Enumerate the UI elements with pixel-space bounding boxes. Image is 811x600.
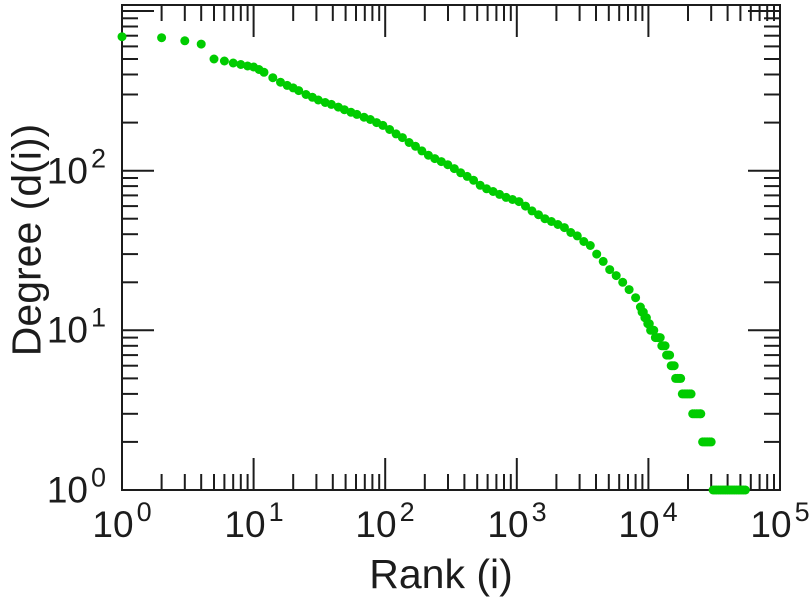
tick-base: 10 (46, 469, 88, 511)
data-point (676, 373, 686, 383)
tick-base: 10 (46, 150, 88, 192)
y-tick-label: 10 0 (0, 464, 106, 511)
y-tick-label: 10 1 (0, 304, 106, 351)
data-point (219, 56, 229, 66)
data-point (469, 175, 479, 185)
tick-base: 10 (224, 504, 266, 545)
tick-exponent: 4 (662, 497, 678, 527)
data-point (397, 133, 407, 143)
data-point (740, 485, 750, 495)
x-axis-ticks (121, 5, 781, 490)
y-axis-title: Degree (d(i)) (3, 123, 50, 357)
data-point (117, 32, 127, 42)
data-point (236, 60, 246, 69)
tick-exponent: 3 (531, 497, 547, 527)
x-tick-label: 10 4 (618, 499, 677, 545)
y-tick-label: 10 2 (0, 145, 106, 192)
data-points (117, 32, 750, 495)
data-point (605, 265, 615, 275)
data-point (228, 58, 238, 68)
data-point (276, 77, 285, 87)
data-point (157, 33, 167, 43)
data-point (196, 39, 206, 49)
x-tick-label: 10 3 (487, 499, 546, 545)
data-point (611, 271, 621, 281)
data-point (655, 333, 665, 343)
data-point (209, 54, 219, 64)
data-point (417, 146, 427, 156)
data-point (449, 164, 459, 174)
data-point (259, 67, 269, 77)
x-tick-label: 10 0 (92, 499, 151, 545)
tick-exponent: 0 (136, 497, 152, 527)
plot-frame (121, 4, 781, 491)
data-point (294, 86, 304, 96)
data-point (385, 125, 395, 134)
data-point (572, 231, 582, 241)
x-tick-label: 10 1 (224, 499, 283, 545)
data-point (686, 389, 696, 399)
tick-base: 10 (92, 504, 134, 545)
data-point (268, 73, 278, 83)
tick-exponent: 1 (268, 497, 284, 527)
data-point (514, 197, 524, 207)
data-point (443, 160, 453, 170)
tick-base: 10 (487, 504, 529, 545)
data-point (534, 210, 543, 220)
data-point (618, 277, 628, 287)
data-point (631, 293, 641, 303)
data-point (660, 341, 670, 351)
data-point (527, 206, 537, 216)
data-point (378, 120, 388, 130)
data-point (649, 325, 659, 335)
data-point (585, 241, 595, 250)
tick-base: 10 (46, 309, 88, 351)
tick-exponent: 0 (90, 462, 106, 493)
y-axis-ticks (122, 10, 780, 491)
data-point (706, 437, 716, 447)
data-point (313, 95, 323, 105)
tick-exponent: 2 (90, 143, 106, 174)
data-point (579, 237, 589, 246)
data-point (592, 249, 602, 259)
data-point (326, 99, 336, 109)
tick-exponent: 2 (399, 497, 415, 527)
x-axis-title: Rank (i) (369, 551, 513, 597)
data-point (411, 141, 420, 151)
x-tick-label: 10 5 (750, 499, 809, 545)
data-point (696, 409, 706, 419)
tick-base: 10 (355, 504, 397, 545)
data-point (598, 256, 608, 266)
data-point (521, 201, 530, 211)
data-point (669, 361, 679, 371)
tick-exponent: 5 (794, 497, 810, 527)
tick-base: 10 (750, 504, 792, 545)
tick-exponent: 1 (90, 302, 106, 333)
data-point (665, 350, 675, 360)
data-point (180, 36, 190, 46)
tick-base: 10 (618, 504, 660, 545)
data-point (624, 285, 634, 295)
data-point (559, 223, 569, 233)
x-tick-label: 10 2 (355, 499, 414, 545)
data-point (352, 109, 362, 119)
